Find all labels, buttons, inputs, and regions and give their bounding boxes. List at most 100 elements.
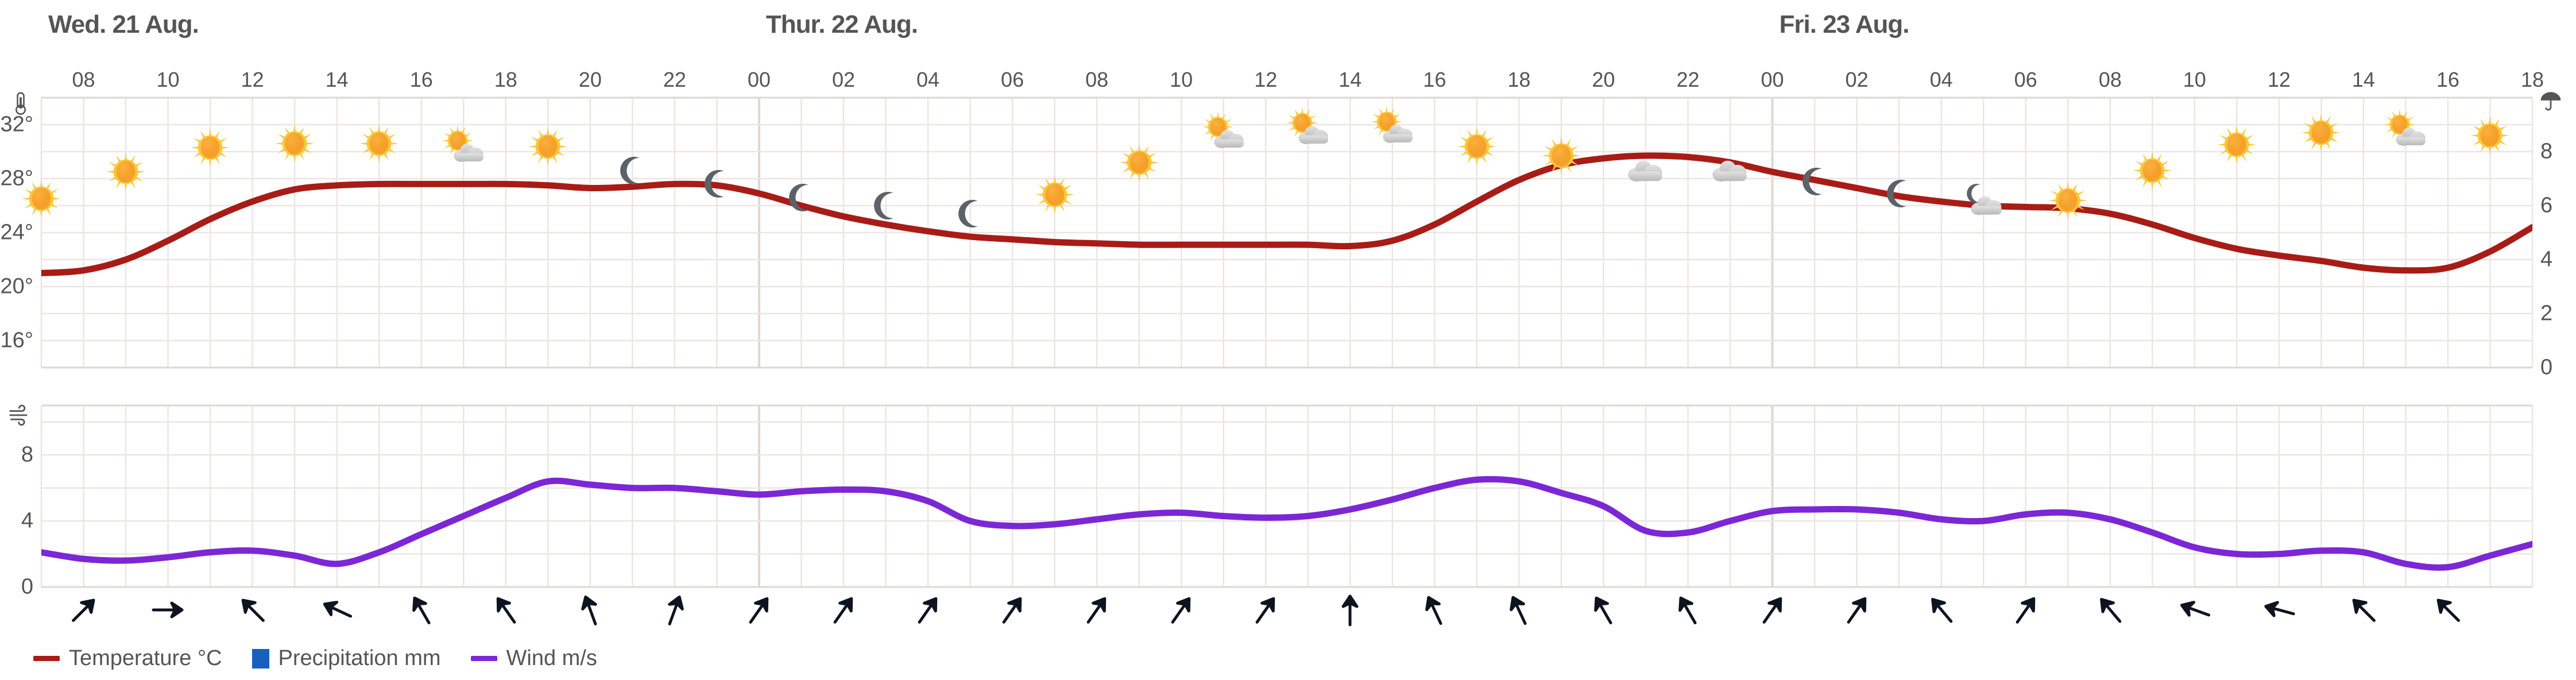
- weather-icon-sun-cloud: [1365, 101, 1420, 156]
- hour-tick-label: 18: [2520, 68, 2544, 91]
- wind-direction-arrow: [2422, 584, 2474, 636]
- axis-tick-label: 8: [21, 442, 33, 467]
- weather-icon-sun: [2293, 105, 2349, 160]
- weather-icon-moon: [1787, 154, 1842, 209]
- weather-icon-sun: [520, 119, 575, 174]
- wind-direction-arrow: [57, 584, 110, 636]
- hour-tick-label: 10: [156, 68, 180, 91]
- weather-icon-sun: [1112, 135, 1167, 190]
- legend-item[interactable]: Precipitation mm: [252, 646, 441, 671]
- legend-swatch-line-icon: [470, 656, 497, 661]
- wind-direction-arrow: [396, 585, 446, 635]
- legend-label: Temperature °C: [69, 646, 222, 670]
- wind-direction-arrow: [150, 592, 187, 628]
- hour-tick-label: 04: [1929, 68, 1953, 91]
- hour-tick-label: 12: [241, 68, 264, 91]
- wind-direction-arrow: [1156, 584, 1207, 635]
- legend-label: Wind m/s: [506, 646, 597, 670]
- day-header: Wed. 21 Aug.: [48, 10, 199, 38]
- day-header: Thur. 22 Aug.: [765, 10, 918, 38]
- hour-tick-label: 02: [1845, 68, 1869, 91]
- thermometer-icon: [16, 92, 26, 115]
- wind-direction-arrow: [902, 584, 953, 635]
- wind-direction-arrow: [733, 584, 784, 635]
- wind-direction-arrow: [1240, 584, 1291, 635]
- hour-tick-label: 08: [1085, 68, 1109, 91]
- wind-direction-arrow: [226, 584, 279, 636]
- hour-tick-label: 16: [409, 68, 433, 91]
- hour-tick-label: 12: [2267, 68, 2291, 91]
- hour-tick-label: 06: [2014, 68, 2037, 91]
- wind-direction-arrow: [2171, 586, 2218, 633]
- hour-tick-label: 20: [1592, 68, 1615, 91]
- hour-tick-label: 16: [1423, 68, 1446, 91]
- hour-tick-label: 18: [1507, 68, 1531, 91]
- wind-direction-arrow: [2257, 588, 2302, 632]
- weather-icon-sun: [14, 171, 69, 226]
- weather-icon-moon: [605, 143, 660, 198]
- hour-tick-label: 22: [663, 68, 686, 91]
- wind-direction-arrow: [987, 584, 1038, 635]
- axis-tick-label: 8: [2540, 139, 2553, 164]
- weather-icon-moon: [1871, 166, 1927, 221]
- hour-tick-label: 08: [2098, 68, 2122, 91]
- hour-tick-label: 20: [578, 68, 602, 91]
- weather-icon-sun-cloud: [2378, 104, 2433, 159]
- weather-icon-cloud: [1703, 143, 1758, 198]
- weather-icon-cloud: [1618, 143, 1673, 198]
- legend-item[interactable]: Temperature °C: [33, 646, 222, 671]
- wind-direction-arrow: [1410, 585, 1459, 634]
- legend-label: Precipitation mm: [278, 646, 441, 670]
- weather-icon-sun: [2125, 143, 2180, 198]
- weather-icon-sun: [2040, 173, 2095, 228]
- hour-tick-label: 16: [2436, 68, 2459, 91]
- weather-icon-sun: [1027, 167, 1082, 222]
- axis-tick-label: 20°: [0, 274, 33, 299]
- axis-tick-label: 24°: [0, 220, 33, 245]
- wind-direction-arrow: [1072, 584, 1123, 635]
- wind-line: [41, 476, 2532, 571]
- hour-tick-label: 06: [1001, 68, 1024, 91]
- weather-icon-sun-cloud: [1281, 102, 1336, 157]
- weather-icon-moon: [858, 178, 914, 233]
- weather-icon-sun: [1449, 119, 1504, 174]
- wind-direction-arrow: [818, 584, 869, 635]
- weather-icon-sun: [2209, 117, 2264, 172]
- wind-direction-arrow: [1916, 584, 1967, 636]
- chart-legend: Temperature °C Precipitation mm Wind m/s: [33, 646, 597, 671]
- axis-tick-label: 28°: [0, 166, 33, 191]
- hour-tick-label: 04: [916, 68, 940, 91]
- weather-icon-sun-cloud: [1196, 106, 1251, 161]
- weather-icon-sun: [351, 116, 407, 171]
- weather-icon-sun: [183, 120, 238, 175]
- weather-icon-moon: [689, 156, 744, 211]
- wind-direction-arrow: [2338, 584, 2390, 636]
- hour-tick-label: 18: [494, 68, 517, 91]
- hour-tick-label: 22: [1676, 68, 1700, 91]
- axis-tick-label: 4: [21, 508, 33, 533]
- day-header: Fri. 23 Aug.: [1779, 10, 1910, 38]
- wind-direction-arrow: [480, 584, 531, 635]
- hour-tick-label: 10: [1170, 68, 1193, 91]
- umbrella-icon: [2540, 92, 2561, 111]
- axis-tick-label: 32°: [0, 112, 33, 137]
- legend-swatch-box-icon: [252, 648, 269, 669]
- axis-tick-label: 16°: [0, 328, 33, 353]
- wind-direction-arrow: [312, 585, 361, 634]
- hour-tick-label: 08: [72, 68, 95, 91]
- wind-direction-arrow: [1831, 584, 1882, 635]
- wind-direction-arrow: [651, 586, 698, 633]
- hour-tick-label: 12: [1254, 68, 1278, 91]
- wind-direction-arrow: [1579, 585, 1629, 635]
- hour-tick-label: 14: [2351, 68, 2375, 91]
- legend-item[interactable]: Wind m/s: [470, 646, 597, 671]
- temperature-line: [41, 152, 2532, 276]
- wind-direction-arrow: [1663, 585, 1713, 635]
- wind-direction-arrow: [2084, 584, 2136, 636]
- weather-icon-sun-cloud: [436, 120, 491, 175]
- wind-direction-arrow: [1495, 585, 1544, 634]
- axis-tick-label: 2: [2540, 301, 2553, 326]
